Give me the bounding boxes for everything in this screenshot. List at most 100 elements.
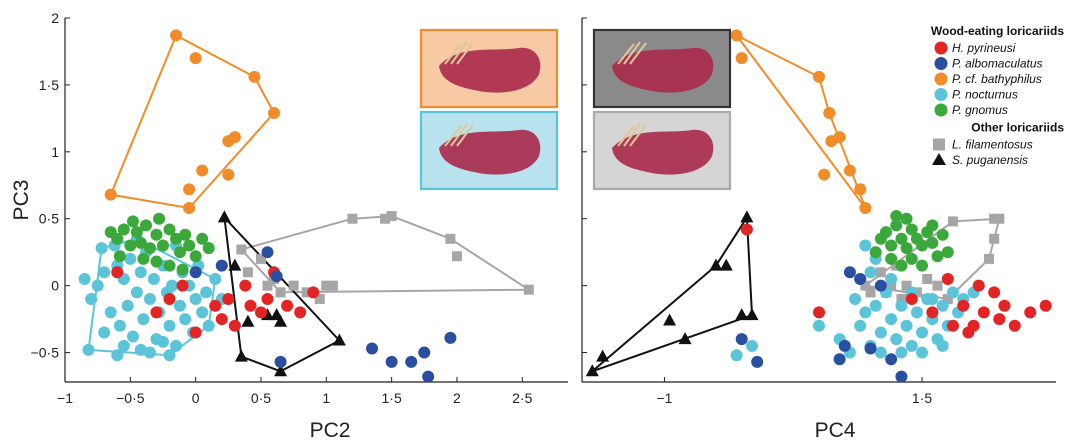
data-point xyxy=(143,242,156,255)
data-point xyxy=(274,364,288,377)
data-point xyxy=(993,313,1006,326)
data-point xyxy=(170,339,183,352)
data-point xyxy=(78,272,91,285)
legend-marker xyxy=(934,72,948,86)
data-point xyxy=(859,202,872,215)
data-point xyxy=(183,202,196,215)
data-point xyxy=(735,308,749,321)
data-point xyxy=(942,294,953,305)
data-point xyxy=(854,183,867,196)
data-point xyxy=(740,223,753,236)
data-point xyxy=(916,259,929,272)
hull-outline xyxy=(735,34,867,209)
data-point xyxy=(931,250,944,263)
legend-marker xyxy=(934,103,948,117)
data-point xyxy=(972,279,985,292)
data-point xyxy=(111,349,124,362)
data-point xyxy=(134,266,147,279)
data-point xyxy=(730,29,743,42)
y-tick-label: 2 xyxy=(51,10,59,26)
data-point xyxy=(1039,299,1052,312)
x-tick-label: 0·5 xyxy=(251,390,271,406)
x-tick-label: 2 xyxy=(453,390,461,406)
data-point xyxy=(926,236,939,249)
x-tick-label: 2·5 xyxy=(512,390,532,406)
x-tick-label: 1 xyxy=(322,390,330,406)
data-point xyxy=(886,280,897,291)
data-point xyxy=(874,279,887,292)
y-tick-label: −0·5 xyxy=(31,345,60,361)
data-point xyxy=(719,258,733,271)
data-point xyxy=(890,219,903,232)
data-point xyxy=(215,259,228,272)
data-point xyxy=(885,272,898,285)
data-point xyxy=(301,287,312,298)
data-point xyxy=(163,349,176,362)
data-point xyxy=(860,280,871,291)
data-point xyxy=(596,349,610,362)
data-point xyxy=(196,306,209,319)
jaw-shape xyxy=(612,129,714,175)
panel-right: −1 1·5 PC4 xyxy=(581,17,1056,442)
x-tick-label: −1 xyxy=(656,390,672,406)
data-point xyxy=(314,294,325,305)
data-point xyxy=(254,306,267,319)
data-point xyxy=(163,259,176,272)
x-tick-label: 1·5 xyxy=(382,390,402,406)
data-point xyxy=(202,242,215,255)
data-point xyxy=(678,332,692,345)
y-axis-label: PC3 xyxy=(10,180,33,221)
data-point xyxy=(281,299,294,312)
data-point xyxy=(922,273,933,284)
data-point xyxy=(445,233,456,244)
data-point xyxy=(111,266,124,279)
data-point xyxy=(854,319,867,332)
data-point xyxy=(189,266,202,279)
data-point xyxy=(104,188,117,201)
data-point xyxy=(153,212,166,225)
data-point xyxy=(905,293,918,306)
data-point xyxy=(984,253,995,264)
specimen-photo xyxy=(419,110,559,191)
plot-area xyxy=(78,29,534,382)
data-point xyxy=(179,228,192,241)
data-point xyxy=(215,313,228,326)
data-point xyxy=(234,349,248,362)
legend-marker xyxy=(932,153,946,165)
data-point xyxy=(228,258,242,271)
data-point xyxy=(137,313,150,326)
data-point xyxy=(124,239,137,252)
legend-label: S. puganensis xyxy=(952,153,1028,167)
data-point xyxy=(895,232,908,245)
data-point xyxy=(385,355,398,368)
data-point xyxy=(895,259,908,272)
data-point xyxy=(189,250,202,263)
data-point xyxy=(209,299,222,312)
data-point xyxy=(202,319,215,332)
data-point xyxy=(189,326,202,339)
legend-label: P. albomaculatus xyxy=(952,57,1043,71)
x-axis-label: PC4 xyxy=(815,419,856,442)
legend-group-title: Other loricariids xyxy=(971,121,1064,135)
data-point xyxy=(740,210,754,223)
data-point xyxy=(977,306,990,319)
data-point xyxy=(183,239,196,252)
data-point xyxy=(885,239,898,252)
data-point xyxy=(275,287,286,298)
data-point xyxy=(156,239,169,252)
data-point xyxy=(143,293,156,306)
data-point xyxy=(735,52,748,65)
data-point xyxy=(864,266,877,279)
data-point xyxy=(183,183,196,196)
data-point xyxy=(947,216,958,227)
data-point xyxy=(189,293,202,306)
data-point xyxy=(98,266,111,279)
data-point xyxy=(895,346,908,359)
data-point xyxy=(905,252,918,265)
data-point xyxy=(875,267,886,278)
data-point xyxy=(242,267,253,278)
data-point xyxy=(418,346,431,359)
data-point xyxy=(166,279,179,292)
data-point xyxy=(900,242,913,255)
